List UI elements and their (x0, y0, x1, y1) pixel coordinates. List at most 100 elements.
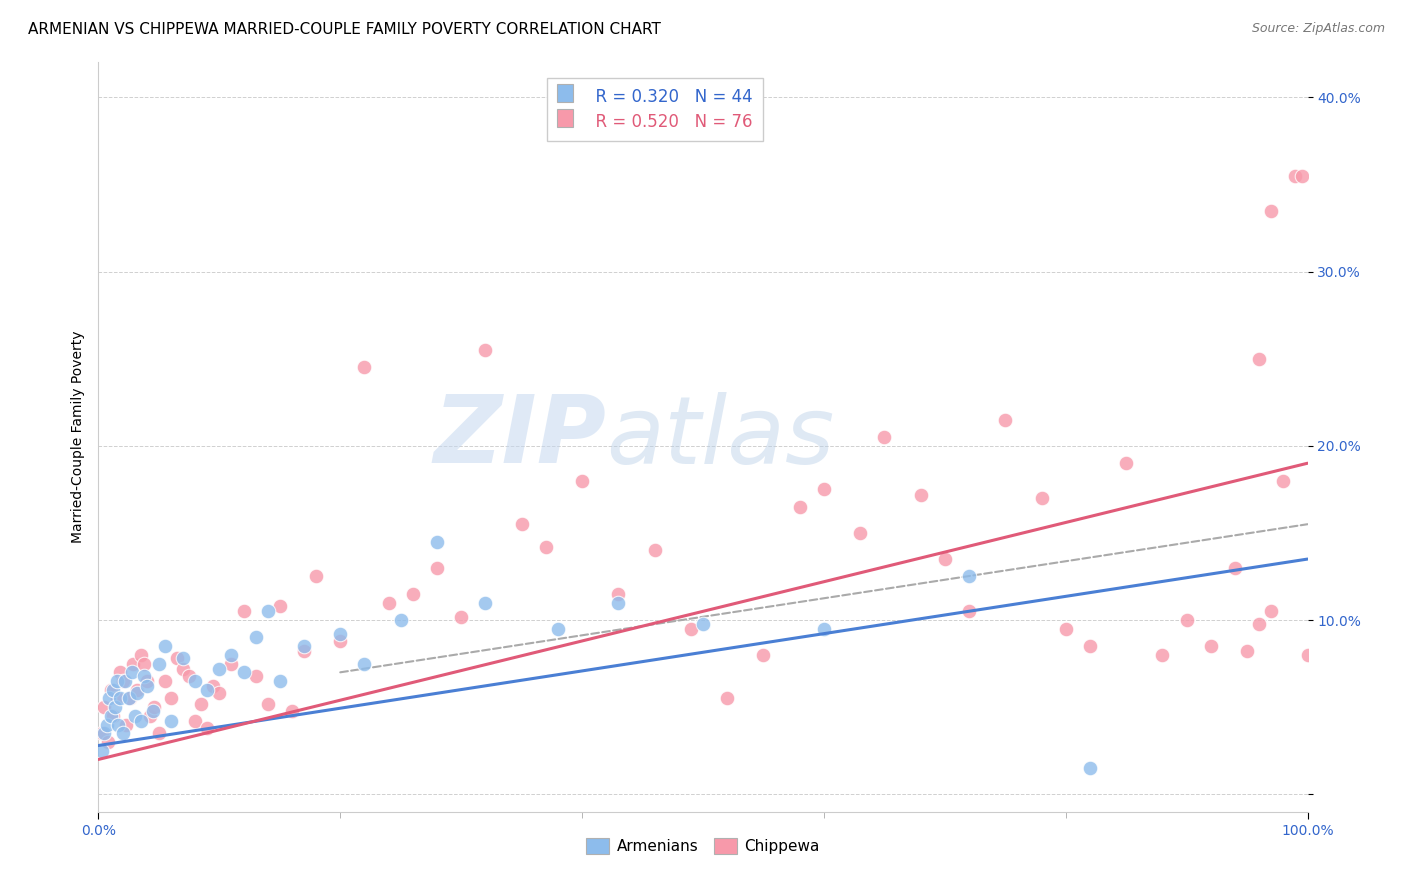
Point (160, 714, 183, 728)
Point (534, 540, 557, 554)
Point (96, 717, 118, 731)
Point (195, 721, 218, 735)
Point (166, 651, 188, 665)
Point (100, 709, 122, 723)
Point (547, 622, 569, 636)
Point (813, 483, 835, 497)
Point (450, 609, 472, 624)
Point (135, 673, 157, 688)
Point (474, 596, 496, 610)
Point (1152, 648, 1174, 662)
Point (510, 517, 533, 532)
Point (134, 657, 156, 671)
Point (849, 525, 872, 540)
Point (269, 599, 291, 613)
Point (644, 543, 666, 558)
Point (256, 697, 278, 711)
Point (221, 657, 243, 671)
Point (1272, 474, 1295, 488)
Point (101, 682, 124, 697)
Point (232, 604, 254, 618)
Point (221, 648, 243, 662)
Point (208, 686, 231, 700)
Point (139, 709, 162, 723)
Point (172, 662, 194, 676)
Point (108, 665, 131, 680)
Point (121, 665, 143, 680)
Point (256, 604, 278, 618)
Point (100, 682, 122, 697)
Point (118, 691, 141, 706)
Point (93, 726, 115, 740)
Text: Source: ZipAtlas.com: Source: ZipAtlas.com (1251, 22, 1385, 36)
Point (91, 726, 114, 740)
Point (143, 700, 166, 714)
Point (813, 622, 835, 636)
Point (160, 691, 183, 706)
Point (93, 700, 115, 714)
Point (329, 627, 352, 641)
Text: atlas: atlas (606, 392, 835, 483)
Point (1223, 561, 1246, 575)
Point (1249, 351, 1271, 366)
Point (101, 709, 124, 723)
Point (190, 697, 212, 711)
Point (127, 682, 149, 697)
Point (115, 717, 138, 731)
Point (118, 691, 141, 706)
Point (179, 669, 201, 683)
Point (910, 487, 932, 501)
Point (305, 569, 328, 583)
Point (114, 673, 136, 688)
Point (105, 691, 128, 706)
Point (1115, 456, 1137, 470)
Point (245, 669, 267, 683)
Point (1236, 644, 1258, 658)
Point (232, 665, 254, 680)
Point (172, 651, 194, 665)
Legend: Armenians, Chippewa: Armenians, Chippewa (581, 832, 825, 860)
Point (195, 682, 218, 697)
Point (752, 648, 775, 662)
Point (426, 561, 449, 575)
Point (934, 552, 956, 566)
Point (1054, 622, 1077, 636)
Point (91, 744, 114, 758)
Point (957, 569, 980, 583)
Y-axis label: Married-Couple Family Poverty: Married-Couple Family Poverty (70, 331, 84, 543)
Point (353, 657, 375, 671)
Point (426, 534, 449, 549)
Text: ZIP: ZIP (433, 391, 606, 483)
Point (153, 673, 176, 688)
Point (127, 686, 149, 700)
Point (135, 679, 157, 693)
Point (607, 596, 630, 610)
Point (142, 704, 165, 718)
Point (1078, 639, 1101, 653)
Point (108, 691, 131, 706)
Point (1291, 169, 1313, 183)
Point (1260, 203, 1282, 218)
Point (153, 639, 176, 653)
Point (97, 735, 120, 749)
Point (957, 604, 980, 618)
Point (148, 657, 170, 671)
Point (107, 717, 129, 731)
Point (202, 679, 225, 693)
Point (716, 691, 738, 706)
Point (98, 691, 121, 706)
Point (281, 704, 304, 718)
Point (353, 360, 375, 375)
Point (1296, 648, 1319, 662)
Point (679, 622, 702, 636)
Point (1078, 761, 1101, 775)
Point (389, 613, 412, 627)
Point (1249, 616, 1271, 631)
Point (402, 587, 425, 601)
Point (245, 631, 267, 645)
Point (124, 709, 146, 723)
Point (1199, 639, 1222, 653)
Point (571, 474, 593, 488)
Point (1260, 604, 1282, 618)
Point (111, 673, 134, 688)
